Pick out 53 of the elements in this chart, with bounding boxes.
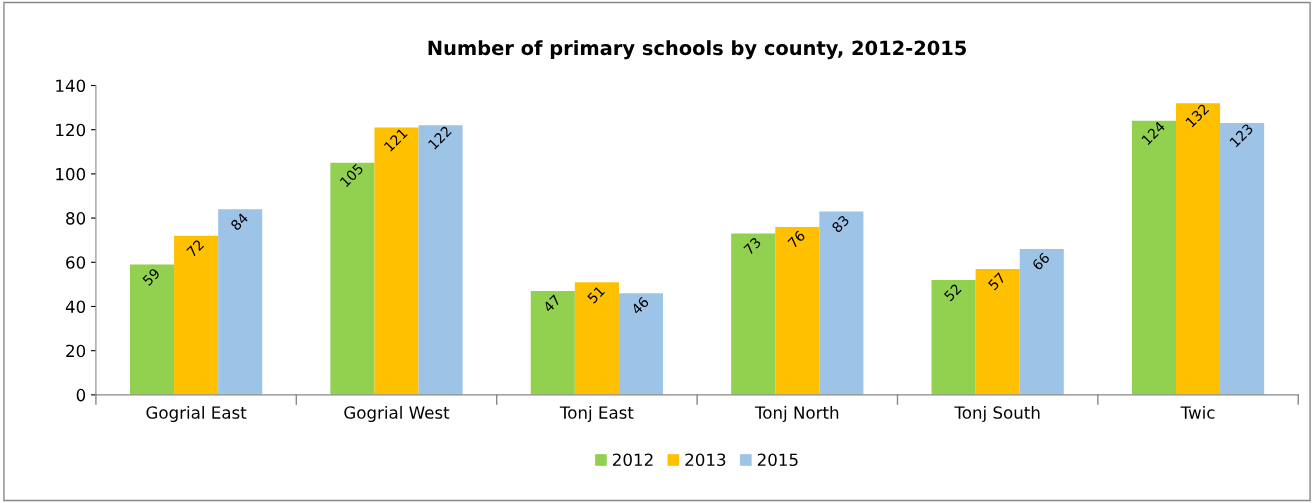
y-tick-label: 60 (66, 256, 86, 269)
x-tick-label: Gogrial East (146, 405, 247, 423)
bar (618, 293, 664, 395)
legend-label: 2015 (757, 453, 798, 467)
bar (574, 282, 619, 395)
x-tick-label: Gogrial West (344, 405, 450, 423)
bar (1220, 123, 1265, 395)
chart-title: Number of primary schools by county, 2012-2015 (428, 40, 966, 60)
y-tick-label: 120 (56, 123, 86, 137)
bar (174, 235, 219, 395)
bar (418, 125, 463, 395)
bar (819, 211, 864, 395)
legend-label: 2012 (613, 453, 653, 467)
y-tick-label: 20 (66, 344, 86, 358)
data-label: 46 (630, 296, 650, 316)
data-label: 121 (383, 127, 408, 152)
y-tick-label: 0 (76, 388, 86, 402)
data-label: 59 (141, 267, 161, 287)
data-label: 52 (943, 283, 962, 302)
bar (218, 209, 263, 395)
data-label: 124 (1141, 120, 1166, 146)
data-label: 72 (186, 239, 205, 258)
bar (931, 279, 976, 395)
bar (1131, 120, 1176, 395)
y-tick-label: 140 (56, 79, 86, 93)
x-tick-label: Tonj North (754, 405, 839, 423)
x-tick-label: Tonj South (954, 405, 1040, 423)
bar (1176, 103, 1221, 395)
x-tick-label: Twic (1180, 405, 1215, 419)
data-label: 47 (542, 294, 561, 313)
bar (731, 233, 776, 395)
data-label: 83 (831, 214, 850, 234)
data-label: 132 (1185, 103, 1210, 128)
bar (530, 291, 575, 395)
y-tick-label: 100 (56, 167, 86, 181)
bar (129, 264, 175, 395)
legend-label: 2013 (685, 453, 726, 467)
data-label: 51 (586, 285, 606, 304)
x-tick-label: Tonj East (559, 405, 634, 423)
data-label: 66 (1031, 252, 1051, 271)
y-tick-label: 40 (65, 300, 86, 314)
bar (330, 162, 375, 395)
data-label: 57 (987, 272, 1006, 291)
data-label: 84 (230, 212, 249, 231)
bar (775, 226, 820, 395)
y-tick-label: 80 (66, 212, 86, 225)
data-label: 123 (1229, 123, 1254, 148)
data-label: 105 (339, 163, 364, 188)
data-label: 73 (743, 236, 762, 256)
bar (374, 127, 419, 395)
bar (1019, 249, 1064, 395)
data-label: 76 (787, 229, 806, 249)
bar (975, 268, 1020, 395)
